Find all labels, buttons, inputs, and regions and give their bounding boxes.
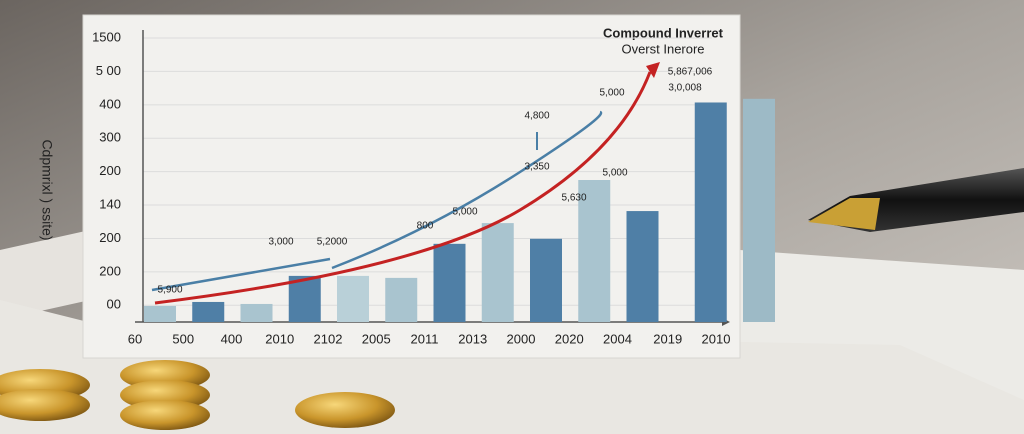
x-tick-label: 2011 bbox=[411, 331, 439, 346]
data-label: 800 bbox=[417, 221, 434, 232]
pen-tip bbox=[808, 198, 880, 230]
x-tick-label: 400 bbox=[221, 331, 243, 346]
y-axis-label: Cdpmrixl ) ssite) bbox=[39, 139, 55, 240]
x-tick-label: 2010 bbox=[702, 331, 731, 346]
y-tick-label: 5 00 bbox=[96, 63, 121, 78]
chart-title: Compound Inverret bbox=[603, 25, 724, 40]
y-tick-label: 00 bbox=[107, 297, 121, 312]
trend-line bbox=[154, 71, 652, 305]
y-tick-label: 300 bbox=[99, 130, 121, 145]
coins bbox=[0, 360, 395, 430]
data-label: 5,867,006 bbox=[668, 67, 713, 78]
y-tick-label: 140 bbox=[99, 196, 121, 211]
data-label: 5,2000 bbox=[317, 237, 348, 248]
trend-line bbox=[331, 110, 603, 270]
y-tick-label: 200 bbox=[99, 263, 121, 278]
x-tick-label: 2004 bbox=[603, 331, 632, 346]
data-label: 4,800 bbox=[524, 111, 549, 122]
bar bbox=[530, 238, 562, 322]
coin bbox=[120, 400, 210, 430]
coin bbox=[295, 392, 395, 428]
x-tick-label: 2019 bbox=[653, 331, 682, 346]
y-tick-label: 200 bbox=[99, 163, 121, 178]
x-tick-label: 2102 bbox=[314, 331, 343, 346]
bar bbox=[288, 275, 321, 322]
x-tick-label: 2000 bbox=[507, 331, 536, 346]
bar bbox=[481, 223, 514, 322]
bar bbox=[240, 303, 273, 322]
x-tick-label: 2005 bbox=[362, 331, 391, 346]
trend-line bbox=[151, 257, 331, 292]
y-tick-label: 1500 bbox=[92, 29, 121, 44]
data-label: 5,000 bbox=[599, 88, 624, 99]
x-tick-label: 500 bbox=[172, 331, 194, 346]
data-label: 5,000 bbox=[452, 207, 477, 218]
y-tick-label: 400 bbox=[99, 96, 121, 111]
bar bbox=[192, 301, 225, 322]
bar bbox=[694, 102, 727, 322]
bar bbox=[743, 98, 775, 322]
x-tick-label: 2010 bbox=[265, 331, 294, 346]
data-label: 5,000 bbox=[602, 168, 627, 179]
bar bbox=[433, 243, 466, 322]
bar bbox=[144, 305, 176, 322]
x-tick-label: 2013 bbox=[458, 331, 487, 346]
coin bbox=[0, 389, 90, 421]
chart-subtitle: Overst Inerore bbox=[621, 41, 704, 56]
bar bbox=[626, 211, 659, 322]
bar bbox=[385, 277, 418, 322]
x-tick-label: 2020 bbox=[555, 331, 584, 346]
data-label: 3,0,008 bbox=[668, 83, 702, 94]
x-tick-label: 60 bbox=[128, 331, 142, 346]
y-tick-label: 200 bbox=[99, 230, 121, 245]
data-label: 5,630 bbox=[561, 193, 586, 204]
data-label: 5,900 bbox=[157, 285, 182, 296]
data-label: 3,000 bbox=[268, 237, 293, 248]
data-label: 3,350 bbox=[524, 162, 549, 173]
bar bbox=[337, 275, 369, 322]
bar bbox=[578, 180, 611, 322]
chart: Compound Inverret Overst Inerore Cdpmrix… bbox=[39, 25, 775, 346]
trend-arrow bbox=[646, 62, 660, 78]
paper bbox=[0, 230, 90, 320]
